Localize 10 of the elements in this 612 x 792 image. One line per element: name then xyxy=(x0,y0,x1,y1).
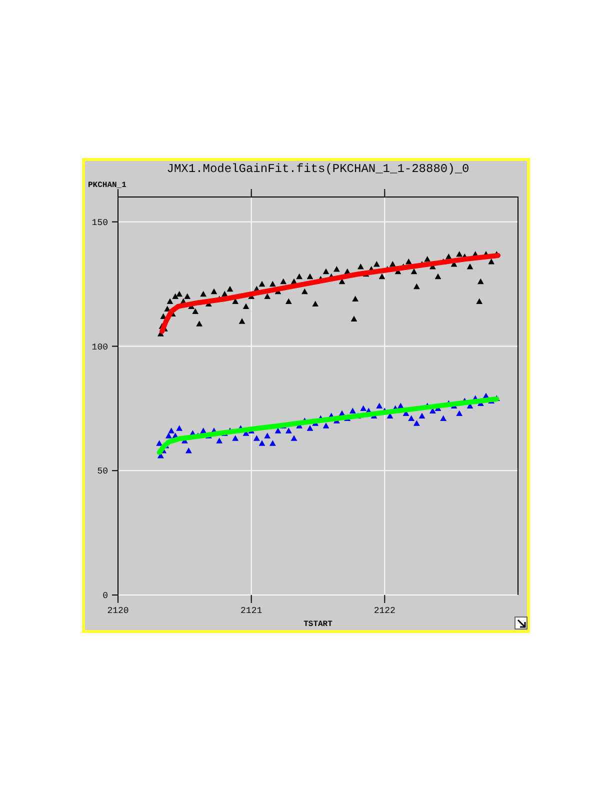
y-tick-label: 150 xyxy=(92,218,108,228)
x-axis-title: TSTART xyxy=(304,620,333,629)
y-axis-title: PKCHAN_1 xyxy=(88,181,127,190)
y-tick-label: 50 xyxy=(97,466,108,477)
y-tick-label: 100 xyxy=(92,342,108,352)
x-tick-label: 2120 xyxy=(107,606,129,616)
y-tick-label: 0 xyxy=(102,591,108,601)
x-tick-label: 2122 xyxy=(374,606,396,616)
chart-title: JMX1.ModelGainFit.fits(PKCHAN_1_1-28880)_0 xyxy=(166,162,470,176)
x-tick-label: 2121 xyxy=(240,606,262,616)
